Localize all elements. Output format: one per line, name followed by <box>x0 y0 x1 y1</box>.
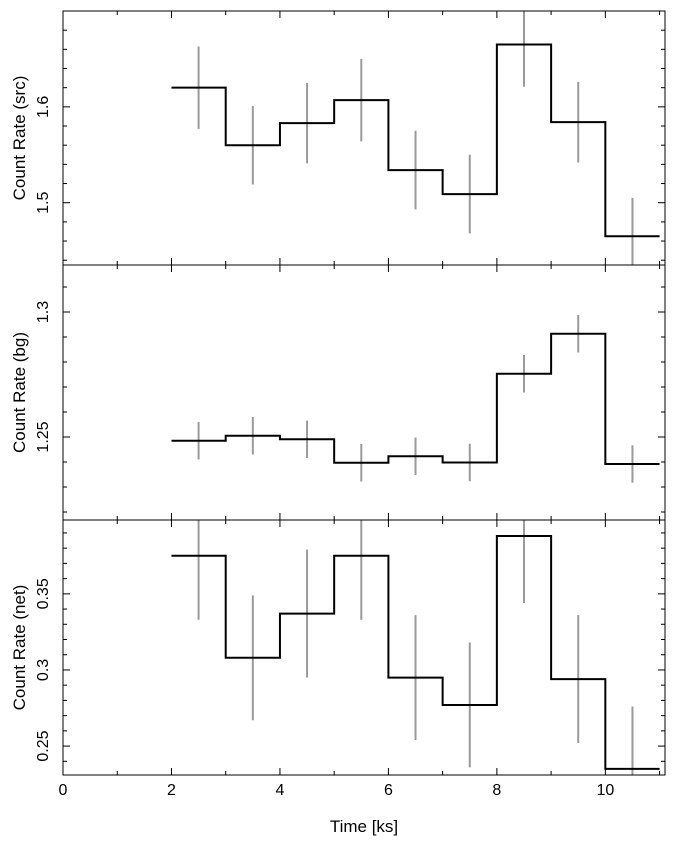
x-tick-label: 8 <box>492 782 501 799</box>
step-line <box>171 534 660 770</box>
x-tick-label: 6 <box>384 782 393 799</box>
panel-frame <box>62 10 666 266</box>
y-axis-label: Count Rate (bg) <box>10 332 29 453</box>
y-tick-label: 1.5 <box>35 191 52 213</box>
panel-frame <box>62 519 666 776</box>
y-tick-label: 0.25 <box>35 730 52 761</box>
x-tick-label: 10 <box>596 782 614 799</box>
step-line <box>171 43 660 238</box>
step-line <box>171 332 660 465</box>
x-tick-label: 4 <box>275 782 284 799</box>
y-tick-label: 0.35 <box>35 578 52 609</box>
panel-2: 1.25 1.3 Count Rate (bg) <box>10 264 666 521</box>
error-bars <box>197 11 634 265</box>
error-bars <box>197 315 634 483</box>
x-tick-label: 0 <box>59 782 68 799</box>
y-axis-label: Count Rate (src) <box>10 76 29 201</box>
y-axis-label: Count Rate (net) <box>10 585 29 711</box>
panel-1: 1.5 1.6 Count Rate (src) <box>10 10 666 266</box>
y-tick-label: 1.25 <box>35 421 52 452</box>
x-axis-label: Time [ks] <box>330 817 398 836</box>
x-tick-label: 2 <box>167 782 176 799</box>
y-tick-label: 1.6 <box>35 96 52 118</box>
y-tick-label: 1.3 <box>35 301 52 323</box>
error-bars <box>197 520 634 775</box>
y-tick-label: 0.3 <box>35 659 52 681</box>
panel-3: 0.25 0.3 0.35 Count Rate (net) 0 2 4 6 8 10 Time [… <box>10 519 666 836</box>
panel-frame <box>62 264 666 521</box>
